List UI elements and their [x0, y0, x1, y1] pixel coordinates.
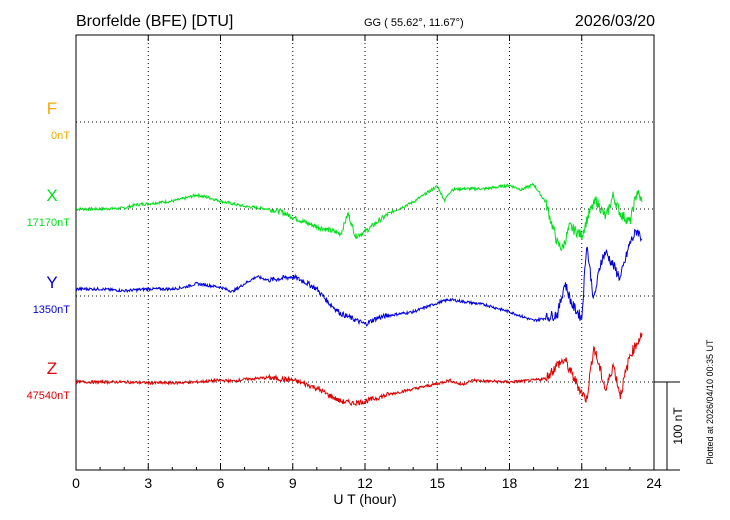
series-name-y: Y — [46, 273, 57, 292]
series-lines — [75, 182, 643, 407]
x-tick-label: 6 — [217, 475, 225, 491]
x-tick-label: 0 — [72, 475, 80, 491]
x-tick-label: 15 — [429, 475, 445, 491]
series-baseline-y: 1350nT — [33, 304, 71, 316]
series-baseline-z: 47540nT — [27, 390, 71, 402]
series-line-z — [75, 332, 643, 407]
x-axis-label: U T (hour) — [333, 491, 396, 507]
plot-frame — [75, 34, 655, 471]
station-coords: GG ( 55.62°, 11.67°) — [364, 17, 464, 29]
chart-date: 2026/03/20 — [575, 13, 655, 30]
station-title: Brorfelde (BFE) [DTU] — [76, 13, 233, 30]
series-line-y — [75, 228, 643, 327]
series-baseline-x: 17170nT — [27, 217, 71, 229]
x-tick-label: 24 — [646, 475, 662, 491]
series-baseline-f: 0nT — [51, 130, 70, 142]
x-tick-label: 18 — [502, 475, 518, 491]
series-line-x — [75, 182, 643, 252]
scale-bar-label: 100 nT — [671, 407, 685, 445]
x-tick-label: 21 — [574, 475, 590, 491]
baseline-lines — [76, 121, 654, 383]
scale-bar: 100 nT — [654, 381, 685, 471]
x-tick-label: 3 — [144, 475, 152, 491]
grid-lines — [147, 35, 583, 470]
x-axis-ticks: 0 3 6 9 12 15 18 21 24 — [72, 35, 662, 491]
x-tick-label: 9 — [289, 475, 297, 491]
series-name-x: X — [46, 186, 57, 205]
series-labels: F 0nT X 17170nT Y 1350nT Z 47540nT — [27, 99, 71, 402]
x-tick-label: 12 — [357, 475, 373, 491]
plotted-at-note: Plotted at 2026/04/10 00:35 UT — [705, 339, 715, 465]
series-name-z: Z — [47, 359, 57, 378]
series-name-f: F — [47, 99, 57, 118]
